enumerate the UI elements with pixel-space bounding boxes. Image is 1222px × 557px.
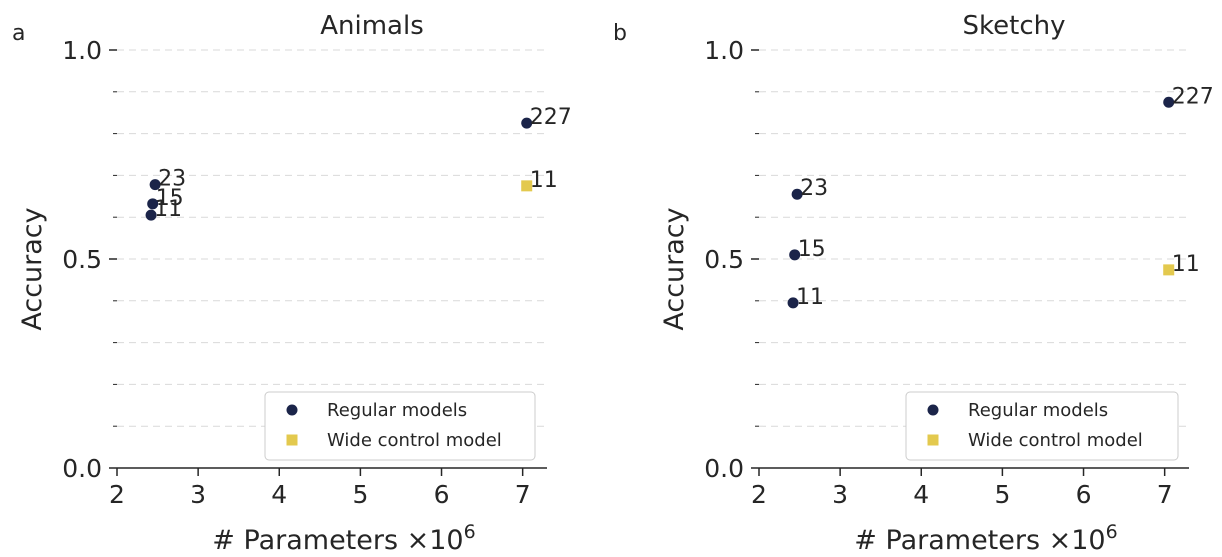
legend: Regular models Wide control model <box>905 391 1179 461</box>
point-label: 11 <box>154 197 182 222</box>
data-point <box>1163 96 1175 108</box>
point-label: 15 <box>798 237 826 262</box>
data-point <box>787 297 799 309</box>
y-tick-label: 0.5 <box>704 245 744 274</box>
point-label: 227 <box>530 105 572 130</box>
series-1: 11 <box>521 168 558 193</box>
data-point <box>521 117 533 129</box>
x-tick-label: 7 <box>515 480 531 509</box>
data-point <box>149 179 161 191</box>
legend-label: Regular models <box>968 400 1108 421</box>
legend-marker <box>927 404 939 416</box>
y-tick-label: 0.0 <box>62 454 102 483</box>
y-tick-label: 0.0 <box>704 454 744 483</box>
series-1: 11 <box>1163 252 1200 277</box>
x-tick-label: 7 <box>1157 480 1173 509</box>
x-tick-label: 3 <box>832 480 848 509</box>
x-tick-label: 2 <box>751 480 767 509</box>
point-label: 15 <box>156 186 184 211</box>
x-axis-label-text: # Parameters <box>212 525 406 556</box>
data-point <box>521 180 533 192</box>
panel-title: Sketchy <box>963 11 1066 41</box>
data-point <box>789 249 801 261</box>
y-tick-label: 0.5 <box>62 245 102 274</box>
series-0: 11 15 23 227 <box>787 84 1214 310</box>
x-axis-exponent: 6 <box>1106 521 1118 543</box>
legend-label: Wide control model <box>327 430 502 451</box>
y-axis-label: Accuracy <box>659 207 690 330</box>
legend-marker <box>286 434 298 446</box>
x-tick-label: 3 <box>190 480 206 509</box>
x-axis-label: # Parameters ×106 <box>212 521 475 556</box>
x-tick-label: 5 <box>994 480 1010 509</box>
point-label: 11 <box>796 285 824 310</box>
data-point <box>145 209 157 221</box>
x-tick-label: 6 <box>1076 480 1092 509</box>
point-label: 23 <box>158 167 186 192</box>
panel-letter: a <box>12 21 25 46</box>
legend-label: Regular models <box>327 400 467 421</box>
point-label: 11 <box>1172 252 1200 277</box>
x-axis-label-text: # Parameters <box>854 525 1048 556</box>
legend-marker <box>286 404 298 416</box>
x-tick-label: 6 <box>434 480 450 509</box>
data-point <box>791 188 803 200</box>
x-axis-label: # Parameters ×106 <box>854 521 1117 556</box>
panel-letter: b <box>613 21 627 46</box>
point-label: 11 <box>530 168 558 193</box>
x-tick-label: 5 <box>352 480 368 509</box>
x-axis-multiplier: ×10 <box>407 525 464 556</box>
data-point <box>1163 264 1175 276</box>
x-tick-label: 4 <box>271 480 287 509</box>
x-axis-multiplier: ×10 <box>1049 525 1106 556</box>
point-label: 23 <box>800 176 828 201</box>
y-axis-label: Accuracy <box>17 207 48 330</box>
grid <box>113 49 547 427</box>
data-point <box>147 198 159 210</box>
y-tick-label: 1.0 <box>62 36 102 65</box>
x-axis-exponent: 6 <box>464 521 476 543</box>
x-tick-label: 4 <box>913 480 929 509</box>
y-tick-label: 1.0 <box>704 36 744 65</box>
x-tick-label: 2 <box>109 480 125 509</box>
legend-box <box>264 391 536 461</box>
legend-marker <box>927 434 939 446</box>
panel-title: Animals <box>320 11 424 41</box>
legend: Regular models Wide control model <box>264 391 536 461</box>
point-label: 227 <box>1172 84 1214 109</box>
legend-box <box>905 391 1179 461</box>
legend-label: Wide control model <box>968 430 1143 451</box>
